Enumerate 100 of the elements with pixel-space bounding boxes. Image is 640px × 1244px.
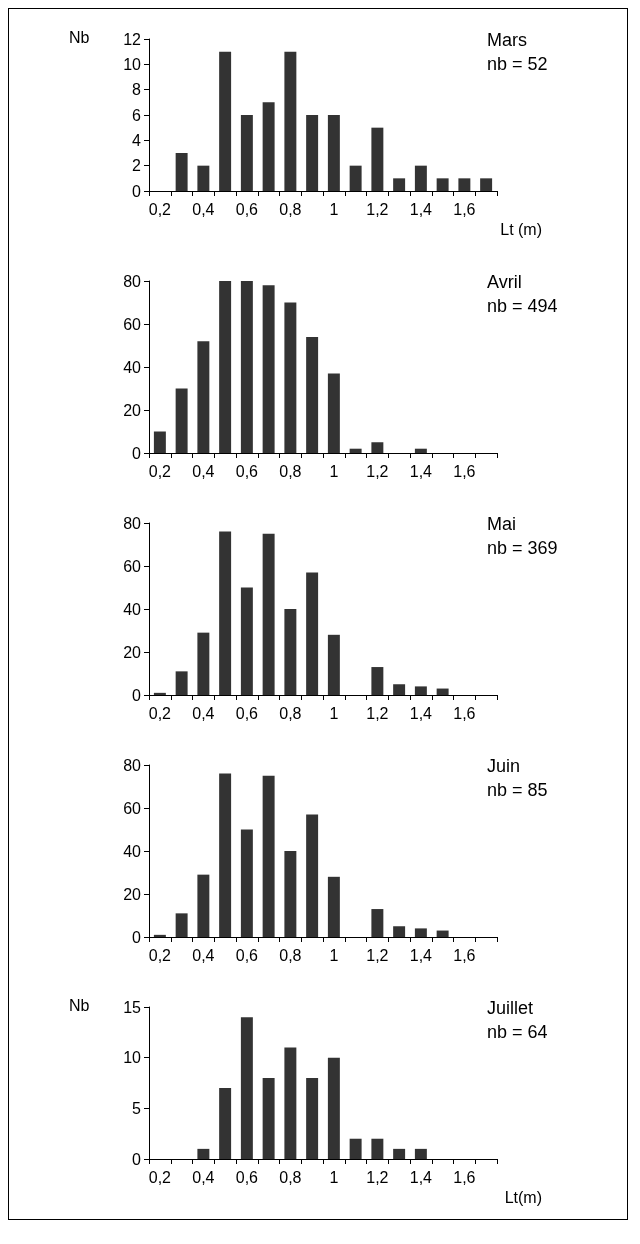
x-tick-label: 0,8: [279, 200, 302, 218]
x-tick-label: 1,4: [409, 200, 433, 218]
y-tick-label: 2: [132, 157, 142, 175]
x-tick-label: 0,6: [235, 462, 259, 480]
bar: [414, 686, 427, 695]
x-axis-title: Lt(m): [504, 1188, 542, 1206]
bar: [219, 531, 232, 695]
bar: [219, 1088, 232, 1159]
bar: [240, 115, 253, 191]
bar: [327, 115, 340, 191]
annotation: nb = 64: [487, 1022, 548, 1042]
bar: [153, 692, 166, 695]
bar: [240, 1017, 253, 1159]
x-tick-label: 1: [329, 200, 339, 218]
y-tick-label: 60: [123, 315, 142, 333]
bar: [284, 609, 297, 695]
y-tick-label: 10: [123, 1049, 142, 1067]
y-tick-label: 40: [123, 842, 142, 860]
x-tick-label: 0,6: [235, 200, 259, 218]
bar: [306, 336, 319, 453]
bar: [262, 775, 275, 937]
x-tick-label: 0,2: [148, 200, 172, 218]
y-tick-label: 12: [123, 30, 142, 48]
y-tick-label: 0: [132, 928, 142, 946]
bar: [327, 1057, 340, 1159]
bar: [284, 302, 297, 453]
y-tick-label: 0: [132, 444, 142, 462]
bar: [197, 165, 210, 191]
bar: [393, 178, 406, 191]
bar: [175, 388, 188, 453]
x-tick-label: 1,6: [453, 462, 476, 480]
x-tick-label: 0,6: [235, 704, 259, 722]
bar: [306, 1077, 319, 1159]
x-tick-label: 0,8: [279, 462, 302, 480]
bar: [436, 688, 449, 695]
bar: [240, 281, 253, 453]
y-tick-label: 20: [123, 643, 142, 661]
bar: [349, 1138, 362, 1159]
bar: [262, 1077, 275, 1159]
bar: [284, 851, 297, 937]
y-tick-label: 10: [123, 55, 142, 73]
x-tick-label: 1,4: [409, 462, 433, 480]
bar: [219, 281, 232, 453]
bar: [414, 448, 427, 453]
y-tick-label: 0: [132, 1150, 142, 1168]
bar: [306, 115, 319, 191]
x-tick-label: 1,2: [366, 946, 389, 964]
annotation: Mai: [487, 514, 517, 534]
x-tick-label: 0,4: [192, 200, 215, 218]
bar: [458, 178, 471, 191]
y-tick-label: 0: [132, 686, 142, 704]
y-tick-label: 5: [132, 1099, 142, 1117]
bar: [262, 533, 275, 695]
annotation: Juin: [487, 756, 521, 776]
x-tick-label: 0,2: [148, 704, 172, 722]
bar: [284, 1047, 297, 1159]
y-tick-label: 15: [123, 998, 142, 1016]
bar: [371, 667, 384, 695]
bar: [197, 341, 210, 453]
bar: [371, 442, 384, 453]
y-tick-label: 6: [132, 106, 142, 124]
bar: [197, 1148, 210, 1159]
bar: [436, 178, 449, 191]
x-tick-label: 1,6: [453, 1168, 476, 1186]
y-tick-label: 60: [123, 557, 142, 575]
bar: [240, 587, 253, 695]
x-tick-label: 0,6: [235, 1168, 259, 1186]
x-tick-label: 0,2: [148, 1168, 172, 1186]
bar: [480, 178, 493, 191]
x-tick-label: 1,6: [453, 946, 476, 964]
bar: [306, 572, 319, 695]
x-tick-label: 0,4: [192, 462, 215, 480]
x-tick-label: 1: [329, 462, 339, 480]
bar: [153, 431, 166, 453]
bar: [240, 829, 253, 937]
x-axis-title: Lt (m): [500, 220, 543, 238]
bar: [327, 373, 340, 453]
x-tick-label: 1: [329, 946, 339, 964]
x-tick-label: 0,4: [192, 704, 215, 722]
bar: [371, 1138, 384, 1159]
bar: [175, 153, 188, 191]
y-tick-label: 8: [132, 81, 142, 99]
bar: [393, 684, 406, 695]
bar: [262, 102, 275, 191]
y-tick-label: 80: [123, 514, 142, 532]
x-tick-label: 1,2: [366, 1168, 389, 1186]
y-axis-title: Nb: [69, 28, 90, 46]
annotation: Mars: [487, 30, 527, 50]
annotation: nb = 494: [487, 296, 558, 316]
bar: [219, 773, 232, 937]
bar: [349, 165, 362, 191]
x-tick-label: 0,2: [148, 946, 172, 964]
y-tick-label: 40: [123, 600, 142, 618]
bar: [219, 51, 232, 191]
bar: [262, 285, 275, 453]
x-tick-label: 1: [329, 704, 339, 722]
x-tick-label: 0,8: [279, 704, 302, 722]
annotation: nb = 52: [487, 54, 548, 74]
bar: [284, 51, 297, 191]
y-tick-label: 80: [123, 272, 142, 290]
